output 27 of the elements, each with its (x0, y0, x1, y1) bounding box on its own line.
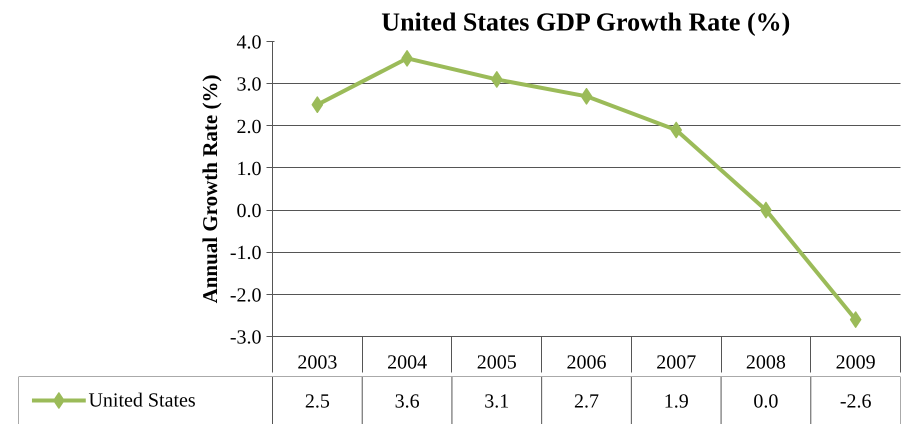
data-label: 3.1 (484, 390, 510, 412)
data-label: -2.6 (840, 390, 872, 412)
y-tick-label: -3.0 (230, 326, 262, 348)
point (670, 122, 682, 138)
data-label: 2.7 (574, 390, 599, 412)
data-label: 3.6 (394, 390, 420, 412)
y-tick-label: 0.0 (236, 200, 262, 222)
point (490, 70, 503, 88)
data-label: 1.9 (664, 390, 689, 412)
y-tick-label: 1.0 (236, 158, 262, 180)
data-label: 2.5 (304, 390, 330, 412)
x-tick-label: 2007 (656, 352, 696, 374)
x-tick-label: 2008 (746, 352, 786, 374)
x-tick-label: 2004 (387, 352, 428, 374)
legend-label: United States (88, 390, 196, 412)
chart-title: United States GDP Growth Rate (%) (381, 8, 790, 36)
y-tick-label: 2.0 (236, 116, 262, 138)
y-axis-title: Annual Growth Rate (%) (198, 74, 222, 304)
y-tick-label: 3.0 (236, 74, 262, 96)
data-label: 0.0 (753, 390, 778, 412)
x-tick-label: 2009 (836, 352, 876, 374)
y-tick-label: -2.0 (230, 284, 262, 306)
x-tick-label: 2006 (566, 352, 606, 374)
y-tick-label: 4.0 (236, 32, 262, 54)
x-tick-label: 2003 (297, 352, 338, 374)
y-tick-label: -1.0 (230, 242, 262, 264)
x-tick-label: 2005 (476, 352, 517, 374)
